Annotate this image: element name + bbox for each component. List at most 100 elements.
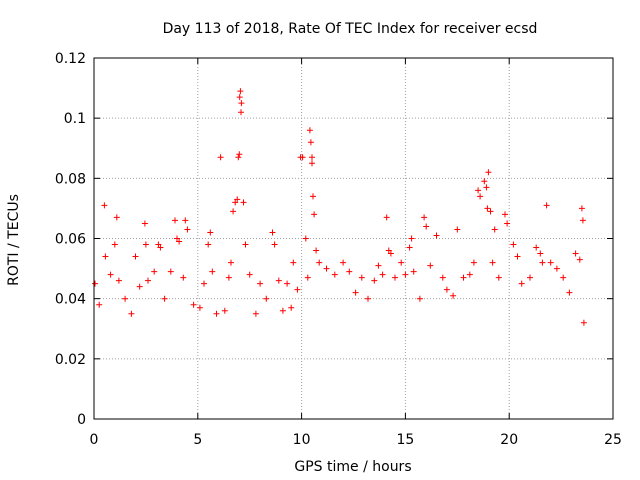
data-point <box>423 223 430 230</box>
data-point <box>271 241 278 248</box>
chart-title: Day 113 of 2018, Rate Of TEC Index for r… <box>163 21 538 37</box>
data-point <box>242 241 249 248</box>
y-tick-label: 0.02 <box>55 352 86 368</box>
data-point <box>408 235 415 242</box>
data-point <box>132 253 139 260</box>
x-tick-label: 10 <box>293 432 311 448</box>
data-point <box>107 271 114 278</box>
data-point <box>142 241 149 248</box>
data-point <box>302 235 309 242</box>
data-point <box>299 154 306 161</box>
x-tick-label: 5 <box>193 432 202 448</box>
data-point <box>576 256 583 263</box>
data-point <box>310 193 316 200</box>
axis-ticks: 0 0.02 0.04 0.06 0.08 0.1 0.12 0 5 10 15 20 25 <box>55 51 622 448</box>
data-point <box>304 274 311 281</box>
data-point <box>489 259 496 266</box>
data-point <box>466 271 473 278</box>
data-point <box>209 268 216 275</box>
data-point <box>579 217 586 224</box>
data-point <box>331 271 338 278</box>
data-point <box>257 280 264 287</box>
data-point <box>237 88 244 95</box>
data-point <box>578 205 585 212</box>
data-point <box>96 301 103 308</box>
data-point <box>392 274 398 281</box>
data-point <box>236 151 243 158</box>
data-point <box>92 280 98 287</box>
x-axis-label: GPS time / hours <box>294 459 411 475</box>
y-tick-label: 0.04 <box>55 292 86 308</box>
data-point <box>176 238 183 245</box>
data-point <box>316 259 323 266</box>
data-point <box>454 226 461 233</box>
data-point <box>340 259 347 266</box>
data-point <box>196 304 203 311</box>
data-point <box>190 301 197 308</box>
data-point <box>398 259 405 266</box>
data-point <box>113 214 120 221</box>
data-point <box>475 187 482 194</box>
data-point <box>433 232 440 239</box>
data-point <box>290 259 297 266</box>
x-tick-label: 0 <box>90 432 99 448</box>
data-point <box>230 208 237 215</box>
data-point <box>487 208 494 215</box>
data-point <box>234 196 241 203</box>
data-point <box>483 184 490 191</box>
data-point <box>309 160 315 167</box>
data-point <box>238 100 245 107</box>
data-point <box>410 268 417 275</box>
data-point <box>416 295 423 302</box>
data-point <box>269 229 276 236</box>
data-point <box>307 139 314 146</box>
data-point <box>371 277 378 284</box>
x-tick-label: 15 <box>396 432 414 448</box>
x-tick-label: 25 <box>604 432 622 448</box>
data-point <box>167 268 174 275</box>
data-point <box>518 280 525 287</box>
data-point <box>358 274 365 281</box>
data-points <box>92 88 587 326</box>
data-point <box>537 250 544 257</box>
data-point <box>101 202 108 209</box>
data-point <box>246 271 253 278</box>
data-point <box>543 202 550 209</box>
data-point <box>279 307 286 314</box>
data-point <box>284 280 291 287</box>
data-point <box>236 94 243 101</box>
data-point <box>427 262 434 269</box>
data-point <box>157 244 164 251</box>
y-tick-label: 0.12 <box>55 51 86 67</box>
data-point <box>115 277 122 284</box>
data-point <box>201 280 207 287</box>
data-point <box>553 265 560 272</box>
data-point <box>240 199 247 206</box>
y-axis-label: ROTI / TECUs <box>6 194 22 286</box>
data-point <box>228 259 234 266</box>
data-point <box>460 274 467 281</box>
data-point <box>235 154 242 161</box>
data-point <box>180 274 187 281</box>
data-point <box>128 310 135 317</box>
data-point <box>323 265 330 272</box>
data-point <box>481 178 488 185</box>
data-point <box>510 241 517 248</box>
data-point <box>402 271 409 278</box>
data-point <box>161 295 168 302</box>
data-point <box>151 268 158 275</box>
data-point <box>485 169 492 176</box>
data-point <box>225 274 232 281</box>
data-point <box>184 226 191 233</box>
data-point <box>533 244 540 251</box>
data-point <box>136 283 143 290</box>
data-point <box>470 259 477 266</box>
data-point <box>387 250 394 257</box>
data-point <box>182 217 189 224</box>
data-point <box>566 289 573 296</box>
plot-frame <box>93 57 614 420</box>
data-point <box>560 274 567 281</box>
data-point <box>527 274 533 281</box>
data-point <box>102 253 109 260</box>
